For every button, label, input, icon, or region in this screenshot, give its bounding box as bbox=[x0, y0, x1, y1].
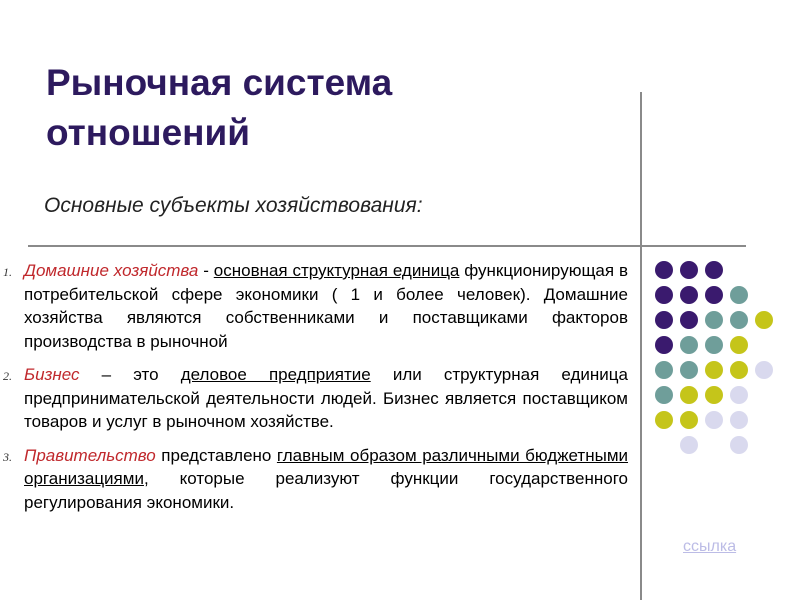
dot-yellow bbox=[705, 361, 723, 379]
vertical-divider bbox=[640, 92, 642, 600]
dot-purple bbox=[655, 311, 673, 329]
dot-yellow bbox=[755, 311, 773, 329]
dot-teal bbox=[680, 336, 698, 354]
dot-lavender bbox=[705, 411, 723, 429]
dot-purple bbox=[655, 336, 673, 354]
dot-lavender bbox=[680, 436, 698, 454]
dot-purple bbox=[655, 261, 673, 279]
list-item-business: 2. Бизнес – это деловое предприятие или … bbox=[0, 363, 628, 434]
dot-lavender bbox=[755, 361, 773, 379]
subjects-list: 1. Домашние хозяйства - основная структу… bbox=[0, 259, 628, 524]
term-households: Домашние хозяйства bbox=[24, 261, 199, 280]
horizontal-divider bbox=[28, 245, 746, 247]
dot-yellow bbox=[705, 386, 723, 404]
term-business: Бизнес bbox=[24, 365, 102, 384]
dot-teal bbox=[705, 311, 723, 329]
dot-yellow bbox=[730, 336, 748, 354]
underlined-phrase: основная структурная единица bbox=[213, 261, 460, 280]
dot-teal bbox=[730, 311, 748, 329]
item-text: функционирующая в потребительской сфере … bbox=[24, 261, 628, 351]
dot-yellow bbox=[655, 411, 673, 429]
slide-subtitle: Основные субъекты хозяйствования: bbox=[44, 194, 423, 217]
dot-purple bbox=[680, 261, 698, 279]
underlined-phrase: деловое предприятие bbox=[180, 365, 371, 384]
list-number: 3. bbox=[3, 449, 12, 464]
underlined-phrase: главным образом различными бюджетными ор… bbox=[24, 445, 629, 489]
slide-title-line-2: отношений bbox=[46, 112, 251, 153]
dot-teal bbox=[680, 361, 698, 379]
list-item-households: 1. Домашние хозяйства - основная структу… bbox=[0, 259, 628, 353]
dot-purple bbox=[705, 261, 723, 279]
item-text: , которые реализуют функции государствен… bbox=[24, 469, 628, 512]
list-number: 1. bbox=[3, 265, 12, 279]
dot-yellow bbox=[680, 386, 698, 404]
term-government: Правительство bbox=[24, 445, 156, 465]
dot-teal bbox=[655, 386, 673, 404]
dot-purple bbox=[680, 286, 698, 304]
dot-purple bbox=[680, 311, 698, 329]
reference-link[interactable]: ссылка bbox=[683, 538, 737, 555]
slide-title-line-1: Рыночная система bbox=[46, 62, 393, 103]
item-mid: представлено bbox=[155, 445, 277, 465]
slide-title: Рыночная система отношений bbox=[46, 58, 606, 158]
dot-yellow bbox=[730, 361, 748, 379]
item-text: или структурная единица предпринимательс… bbox=[24, 365, 628, 431]
dot-lavender bbox=[730, 411, 748, 429]
dot-purple bbox=[655, 286, 673, 304]
dot-teal bbox=[730, 286, 748, 304]
list-number: 2. bbox=[3, 369, 12, 383]
dot-yellow bbox=[680, 411, 698, 429]
item-dash: – это bbox=[101, 365, 181, 384]
list-item-government: 3. Правительство представлено главным об… bbox=[0, 444, 628, 515]
item-dash: - bbox=[198, 261, 214, 280]
dot-lavender bbox=[730, 386, 748, 404]
dot-teal bbox=[655, 361, 673, 379]
dot-purple bbox=[705, 286, 723, 304]
dot-lavender bbox=[730, 436, 748, 454]
dot-teal bbox=[705, 336, 723, 354]
